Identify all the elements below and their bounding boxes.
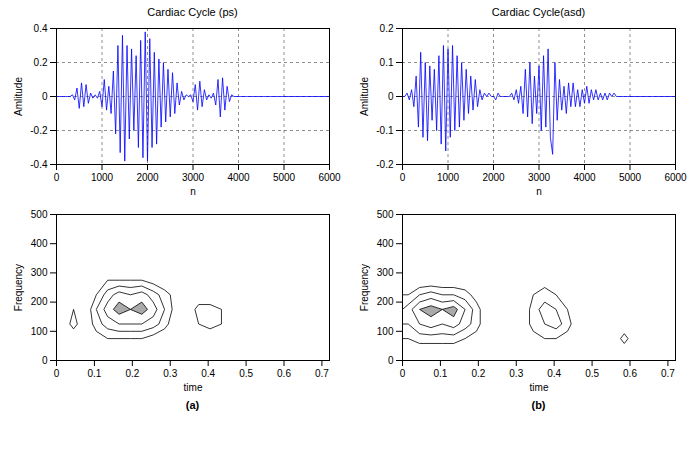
svg-text:0: 0 <box>42 91 48 102</box>
svg-text:0.3: 0.3 <box>509 368 523 379</box>
svg-text:3000: 3000 <box>182 172 205 183</box>
svg-text:0.3: 0.3 <box>163 368 177 379</box>
svg-text:0.6: 0.6 <box>277 368 291 379</box>
svg-text:0.1: 0.1 <box>433 368 447 379</box>
svg-text:n: n <box>536 186 542 197</box>
svg-text:300: 300 <box>31 267 48 278</box>
svg-text:500: 500 <box>377 209 394 220</box>
svg-text:0.1: 0.1 <box>87 368 101 379</box>
svg-text:0.4: 0.4 <box>34 23 48 34</box>
svg-text:2000: 2000 <box>136 172 159 183</box>
svg-text:0.2: 0.2 <box>471 368 485 379</box>
svg-text:4000: 4000 <box>573 172 596 183</box>
svg-text:-0.4: -0.4 <box>30 159 48 170</box>
svg-text:200: 200 <box>31 296 48 307</box>
svg-text:0: 0 <box>54 368 60 379</box>
svg-text:n: n <box>190 186 196 197</box>
svg-text:2000: 2000 <box>482 172 505 183</box>
svg-text:0: 0 <box>400 368 406 379</box>
svg-text:300: 300 <box>377 267 394 278</box>
svg-text:time: time <box>530 382 549 393</box>
html-text:Cardiac Cycle(asd): Cardiac Cycle(asd) <box>491 6 586 18</box>
svg-text:-0.2: -0.2 <box>30 125 48 136</box>
svg-text:1000: 1000 <box>437 172 460 183</box>
svg-text:0: 0 <box>388 355 394 366</box>
svg-text:0: 0 <box>400 172 406 183</box>
svg-text:200: 200 <box>377 296 394 307</box>
svg-text:400: 400 <box>377 238 394 249</box>
html-text:(b): (b) <box>531 399 546 411</box>
svg-text:0.2: 0.2 <box>125 368 139 379</box>
svg-text:500: 500 <box>31 209 48 220</box>
svg-text:0.2: 0.2 <box>380 23 394 34</box>
svg-text:Frequency: Frequency <box>359 264 370 311</box>
svg-text:5000: 5000 <box>619 172 642 183</box>
svg-text:0.4: 0.4 <box>547 368 561 379</box>
svg-text:-0.2: -0.2 <box>376 159 394 170</box>
svg-text:time: time <box>184 382 203 393</box>
svg-text:400: 400 <box>31 238 48 249</box>
svg-text:100: 100 <box>377 326 394 337</box>
svg-text:Frequency: Frequency <box>13 264 24 311</box>
svg-text:0: 0 <box>54 172 60 183</box>
svg-text:Amlitude: Amlitude <box>13 77 24 116</box>
svg-text:0.2: 0.2 <box>34 57 48 68</box>
svg-text:5000: 5000 <box>273 172 296 183</box>
html-text:(a): (a) <box>185 399 200 411</box>
svg-text:0.7: 0.7 <box>661 368 675 379</box>
svg-text:3000: 3000 <box>528 172 551 183</box>
svg-text:0.7: 0.7 <box>315 368 329 379</box>
svg-text:4000: 4000 <box>227 172 250 183</box>
svg-text:0.4: 0.4 <box>201 368 215 379</box>
svg-text:0.5: 0.5 <box>585 368 599 379</box>
svg-text:0.6: 0.6 <box>623 368 637 379</box>
svg-text:6000: 6000 <box>664 172 687 183</box>
svg-text:6000: 6000 <box>318 172 341 183</box>
svg-text:Amlitude: Amlitude <box>359 77 370 116</box>
svg-text:0.1: 0.1 <box>380 57 394 68</box>
svg-text:0: 0 <box>42 355 48 366</box>
html-text:Cardiac Cycle (ps): Cardiac Cycle (ps) <box>147 6 238 18</box>
svg-text:0.5: 0.5 <box>239 368 253 379</box>
svg-text:0: 0 <box>388 91 394 102</box>
svg-text:-0.1: -0.1 <box>376 125 394 136</box>
svg-text:100: 100 <box>31 326 48 337</box>
svg-text:1000: 1000 <box>91 172 114 183</box>
